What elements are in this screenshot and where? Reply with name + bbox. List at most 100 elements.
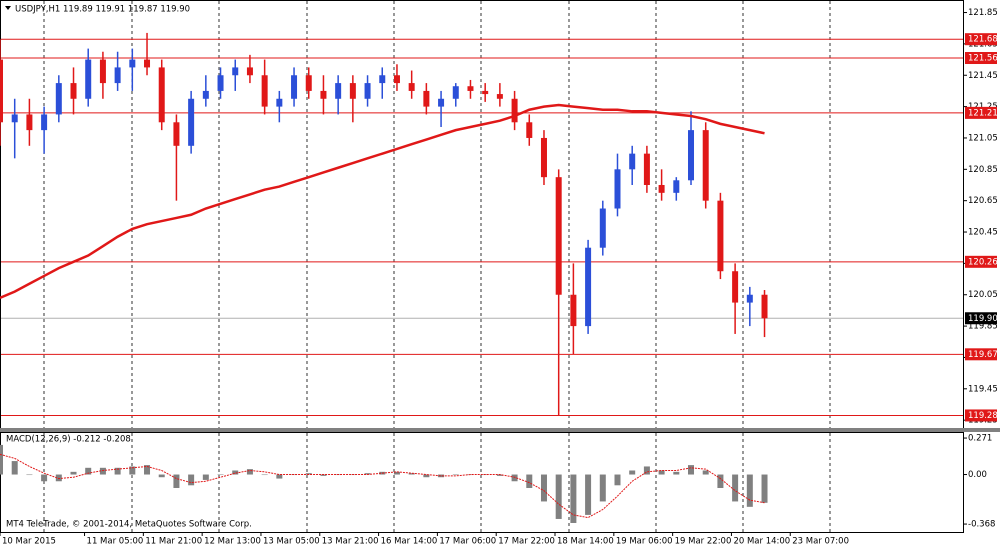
level-label-box <box>965 409 997 422</box>
macd-bar <box>643 466 650 475</box>
level-label-box <box>965 348 997 361</box>
candle-body <box>364 83 371 99</box>
x-tick-label: 20 Mar 14:00 <box>733 537 790 547</box>
candle-body <box>438 98 445 107</box>
menu-arrow[interactable] <box>5 6 11 10</box>
candle-body <box>732 271 739 303</box>
x-tick-label: 17 Mar 22:00 <box>498 537 555 547</box>
y-tick-label: 120.65 <box>968 196 998 206</box>
candle-body <box>349 83 356 99</box>
chart-title: USDJPY,H1 119.89 119.91 119.87 119.90 <box>15 5 190 15</box>
x-tick-label: 17 Mar 06:00 <box>439 537 496 547</box>
macd-title: MACD(12,26,9) -0.212 -0.208 <box>6 435 131 445</box>
candle-body <box>114 67 121 84</box>
macd-bar <box>555 474 562 519</box>
candle-body <box>746 294 753 303</box>
candle-body <box>144 59 151 68</box>
y-tick-label: 121.85 <box>968 8 998 18</box>
level-label: 121.21 <box>968 108 998 118</box>
macd-bar <box>70 471 77 475</box>
candle-body <box>702 130 709 201</box>
candle-body <box>688 130 695 181</box>
candle-body <box>99 59 106 84</box>
macd-bar <box>305 473 312 475</box>
x-tick-label: 19 Mar 06:00 <box>616 537 673 547</box>
candle-body <box>673 180 680 193</box>
macd-bar <box>144 465 151 475</box>
candle-body <box>291 75 298 99</box>
macd-bar <box>452 474 459 476</box>
macd-bar <box>511 474 518 482</box>
candle-body <box>629 153 636 170</box>
x-tick-label: 13 Mar 21:00 <box>322 537 379 547</box>
x-tick-label: 11 Mar 05:00 <box>87 537 144 547</box>
macd-bar <box>717 474 724 488</box>
x-tick-label: 12 Mar 13:00 <box>204 537 261 547</box>
macd-bar <box>629 470 636 475</box>
candle-body <box>467 86 474 91</box>
candle-body <box>246 67 253 76</box>
candle-body <box>0 59 3 123</box>
candle-body <box>658 184 665 193</box>
candle-body <box>555 177 562 295</box>
candle-body <box>408 83 415 91</box>
candle-body <box>379 75 386 84</box>
macd-bar <box>85 467 92 475</box>
moving-average <box>0 103 765 300</box>
candle-body <box>26 114 33 131</box>
macd-bar <box>585 474 592 515</box>
level-label: 121.68 <box>968 35 998 45</box>
macd-bar <box>41 474 48 482</box>
macd-bar <box>217 474 224 476</box>
candle-body <box>614 169 621 209</box>
macd-bar <box>673 471 680 475</box>
macd-bar <box>570 474 577 523</box>
macd-bar <box>438 474 445 478</box>
macd-bar <box>114 467 121 475</box>
candle-body <box>41 114 48 131</box>
x-tick-label: 10 Mar 2015 <box>2 537 56 547</box>
y-tick-label: 120.45 <box>968 228 998 238</box>
macd-bar <box>702 470 709 475</box>
y-tick-label: -0.368 <box>968 520 995 530</box>
candle-body <box>217 75 224 91</box>
candle-body <box>570 294 577 327</box>
macd-bar <box>761 474 768 503</box>
candle-body <box>85 59 92 99</box>
level-label-box <box>965 33 997 46</box>
macd-bar <box>11 461 18 475</box>
footer: MT4 TeleTrade, © 2001-2014, MetaQuotes S… <box>6 520 252 530</box>
candle-body <box>585 247 592 327</box>
macd-bar <box>202 474 209 480</box>
macd-bar <box>614 474 621 486</box>
macd-bar <box>393 471 400 475</box>
candle-body <box>526 122 533 138</box>
candle-body <box>511 98 518 123</box>
level-label: 119.28 <box>968 411 998 421</box>
macd-bar <box>55 474 62 482</box>
macd-bar <box>0 444 3 475</box>
candle-body <box>423 90 430 107</box>
x-tick-label: 16 Mar 14:00 <box>381 537 438 547</box>
candle-body <box>482 90 489 95</box>
candle-body <box>55 83 62 115</box>
macd-bar <box>496 474 503 476</box>
macd-bar <box>746 474 753 507</box>
candle-body <box>261 75 268 107</box>
candle-body <box>761 294 768 319</box>
macd-frame <box>0 432 964 533</box>
macd-bar <box>158 474 165 478</box>
level-label: 119.67 <box>968 350 998 360</box>
current-price-box <box>965 312 997 325</box>
x-tick-label: 13 Mar 05:00 <box>263 537 320 547</box>
y-tick-label: 120.05 <box>968 290 998 300</box>
macd-bar <box>688 465 695 475</box>
y-tick-label: 0.00 <box>968 470 987 480</box>
macd-bar <box>188 474 195 486</box>
macd-bar <box>261 474 268 476</box>
candle-body <box>202 90 209 99</box>
macd-bar <box>364 473 371 475</box>
macd-bar <box>246 469 253 475</box>
y-tick-label: 119.85 <box>968 322 998 332</box>
